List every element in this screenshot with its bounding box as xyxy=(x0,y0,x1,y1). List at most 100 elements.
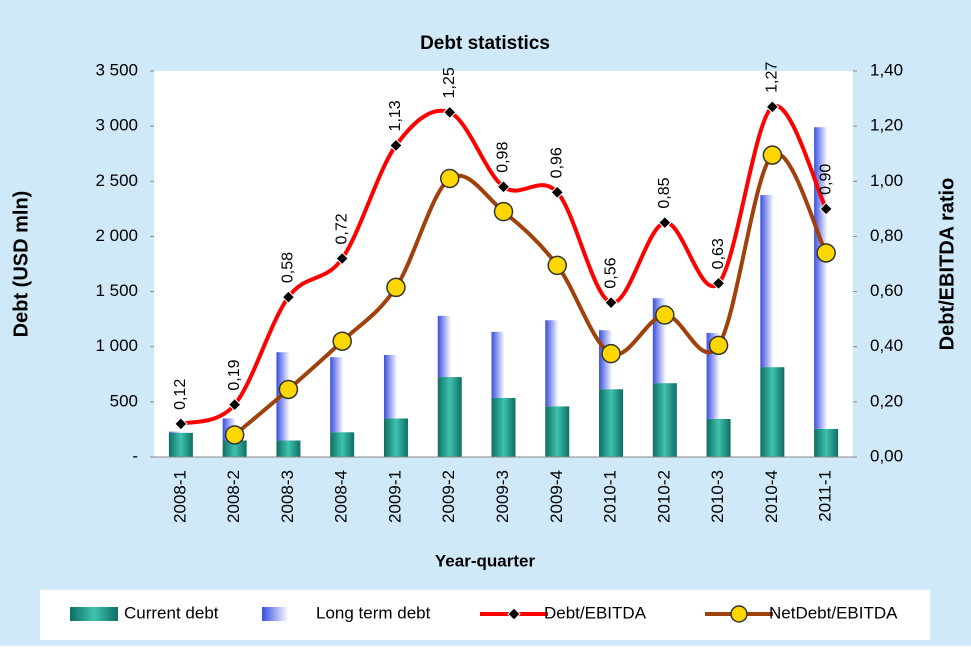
marker xyxy=(335,251,349,266)
marker xyxy=(658,215,672,230)
bar xyxy=(330,357,355,433)
value-label: 0,98 xyxy=(495,142,512,173)
marker xyxy=(816,243,836,263)
bar xyxy=(276,440,301,457)
legend-label: Debt/EBITDA xyxy=(544,603,647,622)
value-label: 0,58 xyxy=(280,252,297,283)
x-tick-label: 2009-3 xyxy=(493,470,512,523)
y2-tick-label: 0,20 xyxy=(870,391,903,410)
y-tick-label: - xyxy=(132,446,138,465)
marker xyxy=(389,138,403,153)
marker xyxy=(386,277,406,298)
bar xyxy=(330,432,355,457)
marker xyxy=(604,295,618,310)
marker xyxy=(224,425,245,445)
x-tick-label: 2011-1 xyxy=(816,470,835,522)
x-tick-label: 2008-4 xyxy=(332,470,351,523)
marker xyxy=(227,397,242,412)
y2-tick-label: 1,20 xyxy=(870,116,903,135)
marker xyxy=(174,417,188,431)
marker xyxy=(443,105,457,120)
y-tick-label: 2 500 xyxy=(95,171,138,190)
bar xyxy=(760,195,785,368)
x-tick-label: 2010-3 xyxy=(708,470,727,523)
bar xyxy=(383,354,408,419)
legend-label: Current debt xyxy=(124,603,219,622)
y2-tick-label: 0,60 xyxy=(870,281,903,300)
y2-tick-label: 1,00 xyxy=(870,171,903,190)
value-label: 1,27 xyxy=(764,62,781,93)
bar xyxy=(491,397,516,457)
bar xyxy=(760,367,785,457)
legend-swatch xyxy=(70,607,118,621)
marker xyxy=(332,331,352,351)
value-label: 0,56 xyxy=(602,257,619,288)
marker xyxy=(601,343,621,364)
x-tick-label: 2009-2 xyxy=(439,470,458,523)
x-tick-label: 2009-4 xyxy=(547,470,566,523)
bar xyxy=(545,320,570,407)
marker xyxy=(493,201,514,222)
bar xyxy=(599,389,624,457)
marker xyxy=(496,180,511,194)
x-tick-label: 2008-2 xyxy=(224,470,243,523)
chart-title: Debt statistics xyxy=(420,33,550,54)
x-tick-label: 2009-1 xyxy=(385,470,404,523)
x-tick-label: 2008-3 xyxy=(278,470,297,523)
value-label: 0,19 xyxy=(226,359,243,390)
x-tick-label: 2010-4 xyxy=(762,470,781,523)
bar xyxy=(491,331,516,398)
y-axis-title: Debt (USD mln) xyxy=(10,191,32,338)
marker xyxy=(281,290,296,304)
y-tick-label: 1 000 xyxy=(95,336,138,355)
y-tick-label: 1 500 xyxy=(95,281,138,300)
marker xyxy=(278,379,299,400)
value-label: 1,13 xyxy=(387,100,404,131)
y-tick-label: 3 500 xyxy=(95,60,138,79)
y2-tick-label: 0,80 xyxy=(870,226,903,245)
bar xyxy=(168,432,193,457)
bar xyxy=(222,440,247,457)
marker xyxy=(547,255,568,276)
value-label: 0,72 xyxy=(333,213,350,244)
y-tick-label: 3 000 xyxy=(95,116,138,135)
y-tick-label: 500 xyxy=(110,391,138,410)
bar xyxy=(814,127,839,429)
bar xyxy=(383,418,408,457)
legend-label: NetDebt/EBITDA xyxy=(769,603,898,622)
marker xyxy=(550,185,564,200)
marker xyxy=(711,276,726,291)
y2-axis-title: Debt/EBITDA ratio xyxy=(936,178,958,351)
value-label: 1,25 xyxy=(441,67,458,98)
value-label: 0,90 xyxy=(817,164,834,195)
y2-tick-label: 1,40 xyxy=(870,60,903,79)
bar xyxy=(545,406,570,457)
x-tick-label: 2008-1 xyxy=(170,470,189,523)
marker xyxy=(708,335,729,356)
legend-marker xyxy=(730,605,748,623)
legend-swatch xyxy=(262,607,310,621)
marker xyxy=(655,305,675,325)
marker xyxy=(762,145,783,165)
legend-label: Long term debt xyxy=(316,603,431,622)
y2-tick-label: 0,40 xyxy=(870,336,903,355)
x-axis-title: Year-quarter xyxy=(435,551,536,570)
bar xyxy=(814,428,839,457)
marker xyxy=(439,168,460,189)
value-label: 0,85 xyxy=(656,177,673,208)
x-tick-label: 2010-2 xyxy=(654,470,673,523)
marker xyxy=(765,100,780,114)
y-tick-label: 2 000 xyxy=(95,226,138,245)
value-label: 0,63 xyxy=(710,238,727,269)
bar xyxy=(437,377,462,457)
bar xyxy=(706,418,731,457)
bar xyxy=(652,383,677,457)
y2-tick-label: 0,00 xyxy=(870,446,903,465)
bar xyxy=(437,315,462,378)
value-label: 0,12 xyxy=(172,379,189,410)
bar xyxy=(168,431,193,433)
x-tick-label: 2010-1 xyxy=(601,470,620,523)
legend-marker xyxy=(507,607,521,621)
value-label: 0,96 xyxy=(548,147,565,178)
